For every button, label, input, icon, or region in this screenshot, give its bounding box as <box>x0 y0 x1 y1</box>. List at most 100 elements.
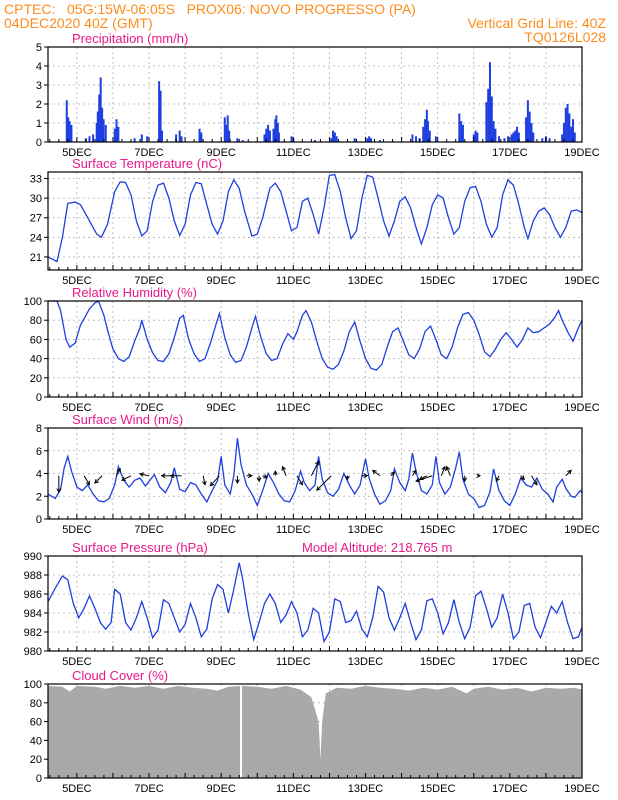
wind-vector-shaft <box>94 475 103 484</box>
surface-temperature-nc-panel <box>44 171 583 271</box>
precipitation-mm-h-bar <box>516 126 519 142</box>
wind-vector-head <box>139 472 144 477</box>
relative-humidity-ytick-label: 60 <box>30 334 42 346</box>
precipitation-mm-h-bar <box>512 132 515 142</box>
surface-pressure-hpa-panel <box>44 555 583 652</box>
relative-humidity-xtick-label: 9DEC <box>207 402 236 414</box>
precipitation-mm-h-bar <box>226 115 229 142</box>
surface-temperature-nc-xtick-label: 13DEC <box>348 275 384 287</box>
surface-temperature-nc-xtick-label: 9DEC <box>207 275 236 287</box>
surface-wind-m-s-xtick-label: 13DEC <box>348 524 384 536</box>
wind-vector-head <box>256 477 262 483</box>
cloud-cover-ytick-label: 80 <box>30 698 42 710</box>
wind-vector-head <box>116 467 121 473</box>
precipitation-mm-h-bar <box>428 130 431 142</box>
precipitation-mm-h-xtick-label: 7DEC <box>134 147 163 159</box>
precipitation-mm-h-bar <box>133 138 136 142</box>
wind-vector-shaft <box>310 461 320 476</box>
precipitation-mm-h-bar <box>276 123 279 142</box>
precipitation-mm-h-bar <box>223 117 226 142</box>
precipitation-mm-h-bar <box>490 96 493 142</box>
precipitation-mm-h-bar <box>290 136 293 142</box>
wind-vector-head <box>281 465 286 471</box>
cloud-cover-xtick-label: 5DEC <box>62 783 91 795</box>
wind-vector-shaft <box>565 470 572 477</box>
wind-vector-head <box>520 475 525 481</box>
precipitation-mm-h-bar <box>353 138 356 142</box>
precipitation-mm-h-bar <box>566 104 569 142</box>
surface-temperature-nc-xtick-label: 15DEC <box>420 275 456 287</box>
surface-pressure-hpa-frame <box>47 555 583 652</box>
precipitation-mm-h-bar <box>570 126 573 142</box>
surface-temperature-nc-series-line <box>47 173 583 263</box>
precipitation-mm-h-bar <box>568 113 571 142</box>
surface-pressure-hpa-title: Surface Pressure (hPa) <box>72 540 208 555</box>
precipitation-mm-h-bar <box>178 130 181 142</box>
precipitation-mm-h-bar <box>102 119 105 142</box>
surface-wind-m-s-xtick-label: 17DEC <box>492 524 528 536</box>
precipitation-mm-h-bar <box>525 117 528 142</box>
cloud-cover-frame <box>47 683 583 779</box>
surface-temperature-nc-xtick-label: 19DEC <box>564 275 600 287</box>
precipitation-mm-h-bar <box>434 136 437 142</box>
cloud-cover-xtick-label: 17DEC <box>492 783 528 795</box>
surface-pressure-hpa-ytick-label: 988 <box>24 570 42 582</box>
surface-wind-m-s-ytick-label: 4 <box>36 469 42 481</box>
surface-wind-m-s-xtick-label: 19DEC <box>564 524 600 536</box>
relative-humidity-ytick-label: 80 <box>30 315 42 327</box>
precipitation-mm-h-bar <box>425 109 428 142</box>
surface-wind-m-s-xtick-label: 5DEC <box>62 524 91 536</box>
surface-temperature-nc-xtick-label: 7DEC <box>134 275 163 287</box>
cloud-cover-gap <box>240 684 243 778</box>
surface-pressure-hpa-xtick-label: 19DEC <box>564 656 600 668</box>
precipitation-mm-h-bar <box>488 62 491 143</box>
precipitation-mm-h-bar <box>561 134 564 142</box>
surface-pressure-hpa-xtick-label: 15DEC <box>420 656 456 668</box>
wind-vector-head <box>209 481 215 487</box>
header-model-code: TQ0126L028 <box>524 29 606 45</box>
header-grid-line-note: Vertical Grid Line: 40Z <box>467 15 606 31</box>
precipitation-mm-h-ytick-label: 1 <box>36 118 42 130</box>
precipitation-mm-h-bar <box>96 111 99 142</box>
wind-vector-shaft <box>415 475 433 482</box>
precipitation-mm-h-bar <box>494 128 497 142</box>
cloud-cover-ytick-label: 0 <box>36 773 42 785</box>
surface-pressure-hpa-xtick-label: 7DEC <box>134 656 163 668</box>
precipitation-mm-h-bar <box>70 124 73 142</box>
wind-vector-shaft <box>116 468 121 476</box>
relative-humidity-ytick-label: 0 <box>36 392 42 404</box>
precipitation-mm-h-bar <box>458 113 461 142</box>
surface-temperature-nc-title: Surface Temperature (nC) <box>72 156 222 171</box>
wind-vector-shaft <box>316 475 332 491</box>
surface-temperature-nc-ytick-label: 30 <box>30 193 42 205</box>
precipitation-mm-h-bar <box>65 100 68 142</box>
surface-wind-m-s-xtick-label: 15DEC <box>420 524 456 536</box>
precipitation-mm-h-bar <box>159 90 162 142</box>
wind-vector-head <box>272 470 278 476</box>
relative-humidity-xtick-label: 17DEC <box>492 402 528 414</box>
precipitation-mm-h-bar <box>476 132 479 142</box>
relative-humidity-panel <box>44 300 583 398</box>
wind-vector-head <box>85 480 91 486</box>
relative-humidity-series-line <box>48 300 583 371</box>
surface-pressure-hpa-annotation: Model Altitude: 218.765 m <box>302 540 452 555</box>
surface-pressure-hpa-xtick-label: 11DEC <box>276 656 311 668</box>
wind-vector-shaft <box>139 473 150 477</box>
wind-vector-shaft <box>372 469 381 477</box>
wind-vector-shaft <box>202 475 206 485</box>
precipitation-mm-h-bar <box>117 126 120 142</box>
surface-pressure-hpa-xtick-label: 5DEC <box>62 656 91 668</box>
precipitation-mm-h-bar <box>514 130 517 142</box>
header-date-line: 04DEC2020 40Z (GMT) <box>4 15 153 31</box>
relative-humidity-xtick-label: 19DEC <box>564 402 600 414</box>
wind-vector-shaft <box>531 475 538 486</box>
precipitation-mm-h-bar <box>492 121 495 142</box>
precipitation-mm-h-bar <box>571 119 574 142</box>
cloud-cover-ytick-label: 40 <box>30 735 42 747</box>
surface-pressure-hpa-ytick-label: 980 <box>24 646 42 658</box>
precipitation-mm-h-bar <box>510 134 513 142</box>
relative-humidity-xtick-label: 11DEC <box>276 402 311 414</box>
precipitation-mm-h-bar <box>158 81 161 142</box>
precipitation-mm-h-bar <box>368 136 371 142</box>
relative-humidity-xtick-label: 15DEC <box>420 402 456 414</box>
